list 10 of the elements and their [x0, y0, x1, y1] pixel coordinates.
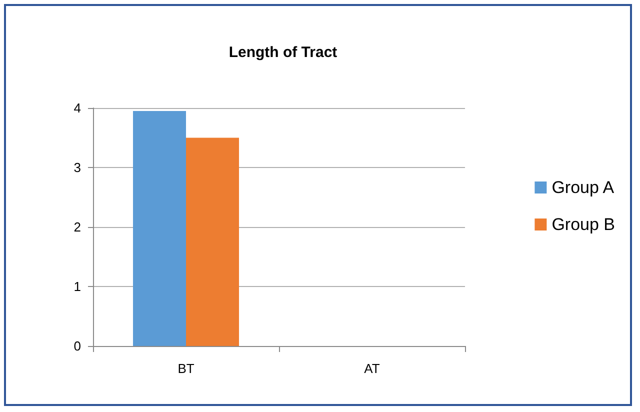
y-tick-label: 1 [74, 279, 81, 294]
chart-title: Length of Tract [228, 44, 338, 61]
y-tick-label: 3 [74, 160, 81, 175]
y-tick-label: 2 [74, 220, 81, 234]
x-tick-label: AT [364, 361, 380, 376]
legend-label: Group B [552, 215, 615, 234]
y-tick-label: 0 [74, 338, 81, 354]
legend-label: Group A [552, 178, 615, 197]
y-tick-label: 4 [74, 100, 81, 116]
x-tick-label: BT [178, 361, 194, 376]
